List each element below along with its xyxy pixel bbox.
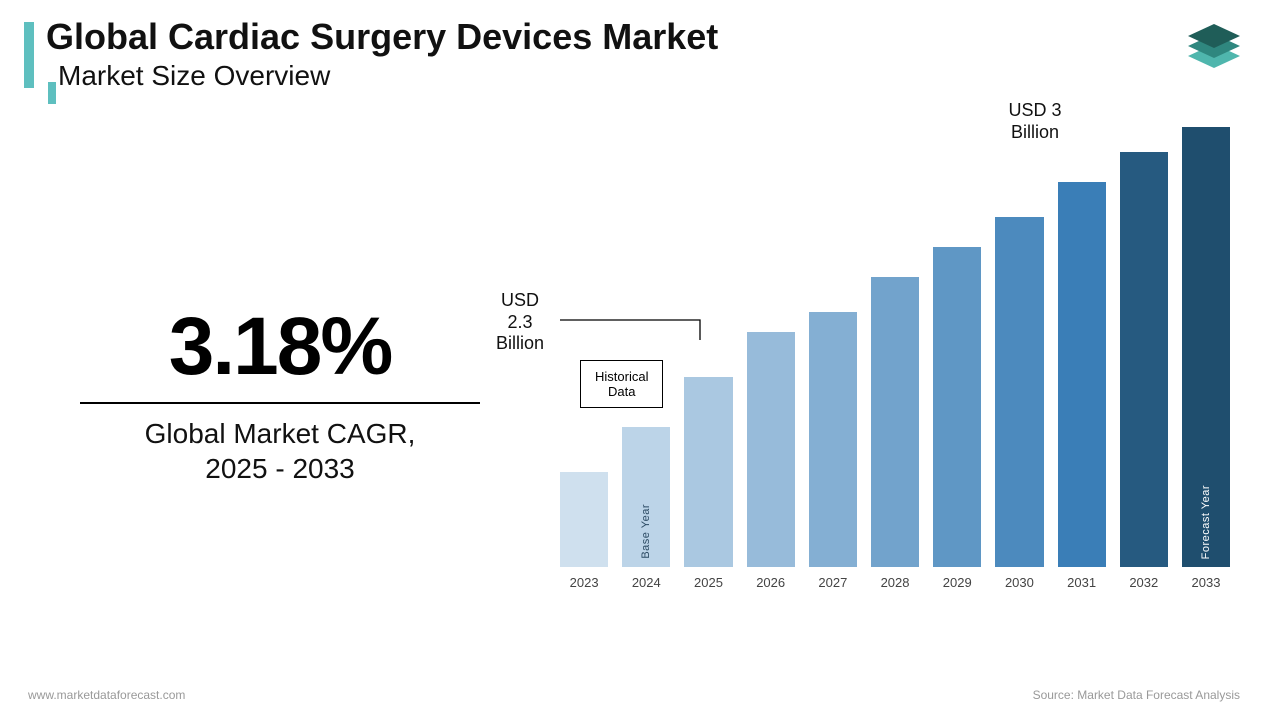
- year-label: 2024: [632, 575, 661, 590]
- page-title: Global Cardiac Surgery Devices Market: [46, 18, 718, 56]
- bar-wrap: Forecast Year 2033: [1182, 127, 1230, 590]
- bar-wrap: 2032: [1120, 152, 1168, 590]
- cagr-block: 3.18% Global Market CAGR, 2025 - 2033: [80, 300, 480, 486]
- cagr-divider: [80, 402, 480, 404]
- bar-wrap: 2026: [747, 332, 795, 590]
- bar-wrap: 2031: [1058, 182, 1106, 590]
- cagr-value: 3.18%: [80, 300, 480, 394]
- year-label: 2028: [881, 575, 910, 590]
- bar-wrap: 2023: [560, 472, 608, 590]
- header: Global Cardiac Surgery Devices Market Ma…: [24, 18, 718, 92]
- bar: [747, 332, 795, 567]
- bar: [871, 277, 919, 567]
- bars-row: 2023 Base Year 2024 2025 2026 2027 2028 2029 203…: [560, 127, 1230, 590]
- bar: [809, 312, 857, 567]
- base-year-label: Base Year: [640, 504, 652, 559]
- bar: [560, 472, 608, 567]
- bar: [995, 217, 1043, 567]
- subtitle-accent-bar: [48, 82, 56, 104]
- year-label: 2032: [1129, 575, 1158, 590]
- bar-wrap: 2030: [995, 217, 1043, 590]
- callout-text: USD 3: [990, 100, 1080, 122]
- bar-wrap: 2029: [933, 247, 981, 590]
- page-subtitle: Market Size Overview: [58, 60, 718, 92]
- bar: Forecast Year: [1182, 127, 1230, 567]
- title-accent-bar: [24, 22, 34, 88]
- bar-wrap: 2028: [871, 277, 919, 590]
- callout-text: USD: [480, 290, 560, 312]
- year-label: 2026: [756, 575, 785, 590]
- stack-icon: [1182, 22, 1246, 82]
- start-value-callout: USD 2.3 Billion: [480, 290, 560, 355]
- callout-text: Billion: [480, 333, 560, 355]
- cagr-label-line2: 2025 - 2033: [80, 451, 480, 486]
- year-label: 2025: [694, 575, 723, 590]
- year-label: 2029: [943, 575, 972, 590]
- bar-wrap: 2025: [684, 377, 732, 590]
- bar-wrap: Base Year 2024: [622, 427, 670, 590]
- bar: [933, 247, 981, 567]
- year-label: 2030: [1005, 575, 1034, 590]
- bar: Base Year: [622, 427, 670, 567]
- footer-source: Source: Market Data Forecast Analysis: [1033, 688, 1240, 702]
- year-label: 2027: [818, 575, 847, 590]
- bar: [684, 377, 732, 567]
- callout-text: 2.3: [480, 312, 560, 334]
- footer-url: www.marketdataforecast.com: [28, 688, 185, 702]
- bar: [1058, 182, 1106, 567]
- cagr-label-line1: Global Market CAGR,: [80, 416, 480, 451]
- bar-chart: USD 2.3 Billion USD 3 Billion Historical…: [560, 190, 1250, 620]
- year-label: 2031: [1067, 575, 1096, 590]
- bar: [1120, 152, 1168, 567]
- forecast-year-label: Forecast Year: [1200, 485, 1212, 559]
- year-label: 2033: [1192, 575, 1221, 590]
- bar-wrap: 2027: [809, 312, 857, 590]
- year-label: 2023: [570, 575, 599, 590]
